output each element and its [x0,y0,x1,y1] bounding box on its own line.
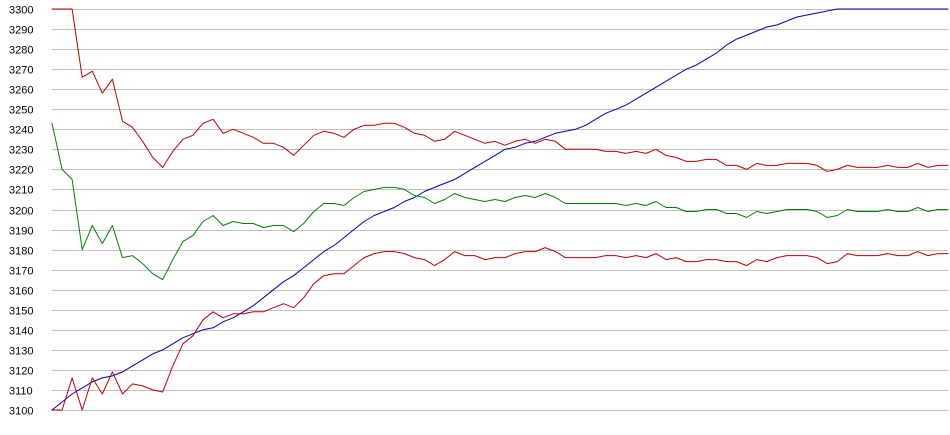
series-lines [51,8,949,411]
series-line-3 [51,122,949,281]
y-tick-label: 3240 [9,125,33,137]
y-tick-label: 3230 [9,145,33,157]
y-tick-label: 3250 [9,105,33,117]
y-tick-label: 3290 [9,25,33,37]
y-tick-label: 3280 [9,45,33,57]
y-tick-label: 3300 [9,5,33,17]
series-line-2 [51,8,949,172]
y-tick-label: 3110 [9,386,33,398]
y-tick-label: 3220 [9,165,33,177]
y-axis-tick-labels: 3100 3110 3120 3130 3140 3150 3160 3170 3180 3190… [9,5,33,418]
y-tick-label: 3120 [9,366,33,378]
y-tick-label: 3270 [9,65,33,77]
series-line-1 [51,8,949,411]
y-tick-label: 3160 [9,286,33,298]
series-line-4 [51,247,949,411]
grid-lines [52,9,948,411]
y-tick-label: 3170 [9,266,33,278]
y-tick-label: 3200 [9,206,33,218]
y-tick-label: 3130 [9,346,33,358]
y-tick-label: 3260 [9,85,33,97]
y-tick-label: 3180 [9,246,33,258]
y-tick-label: 3150 [9,306,33,318]
y-tick-label: 3140 [9,326,33,338]
y-tick-label: 3190 [9,226,33,238]
y-tick-label: 3100 [9,406,33,418]
y-tick-label: 3210 [9,185,33,197]
